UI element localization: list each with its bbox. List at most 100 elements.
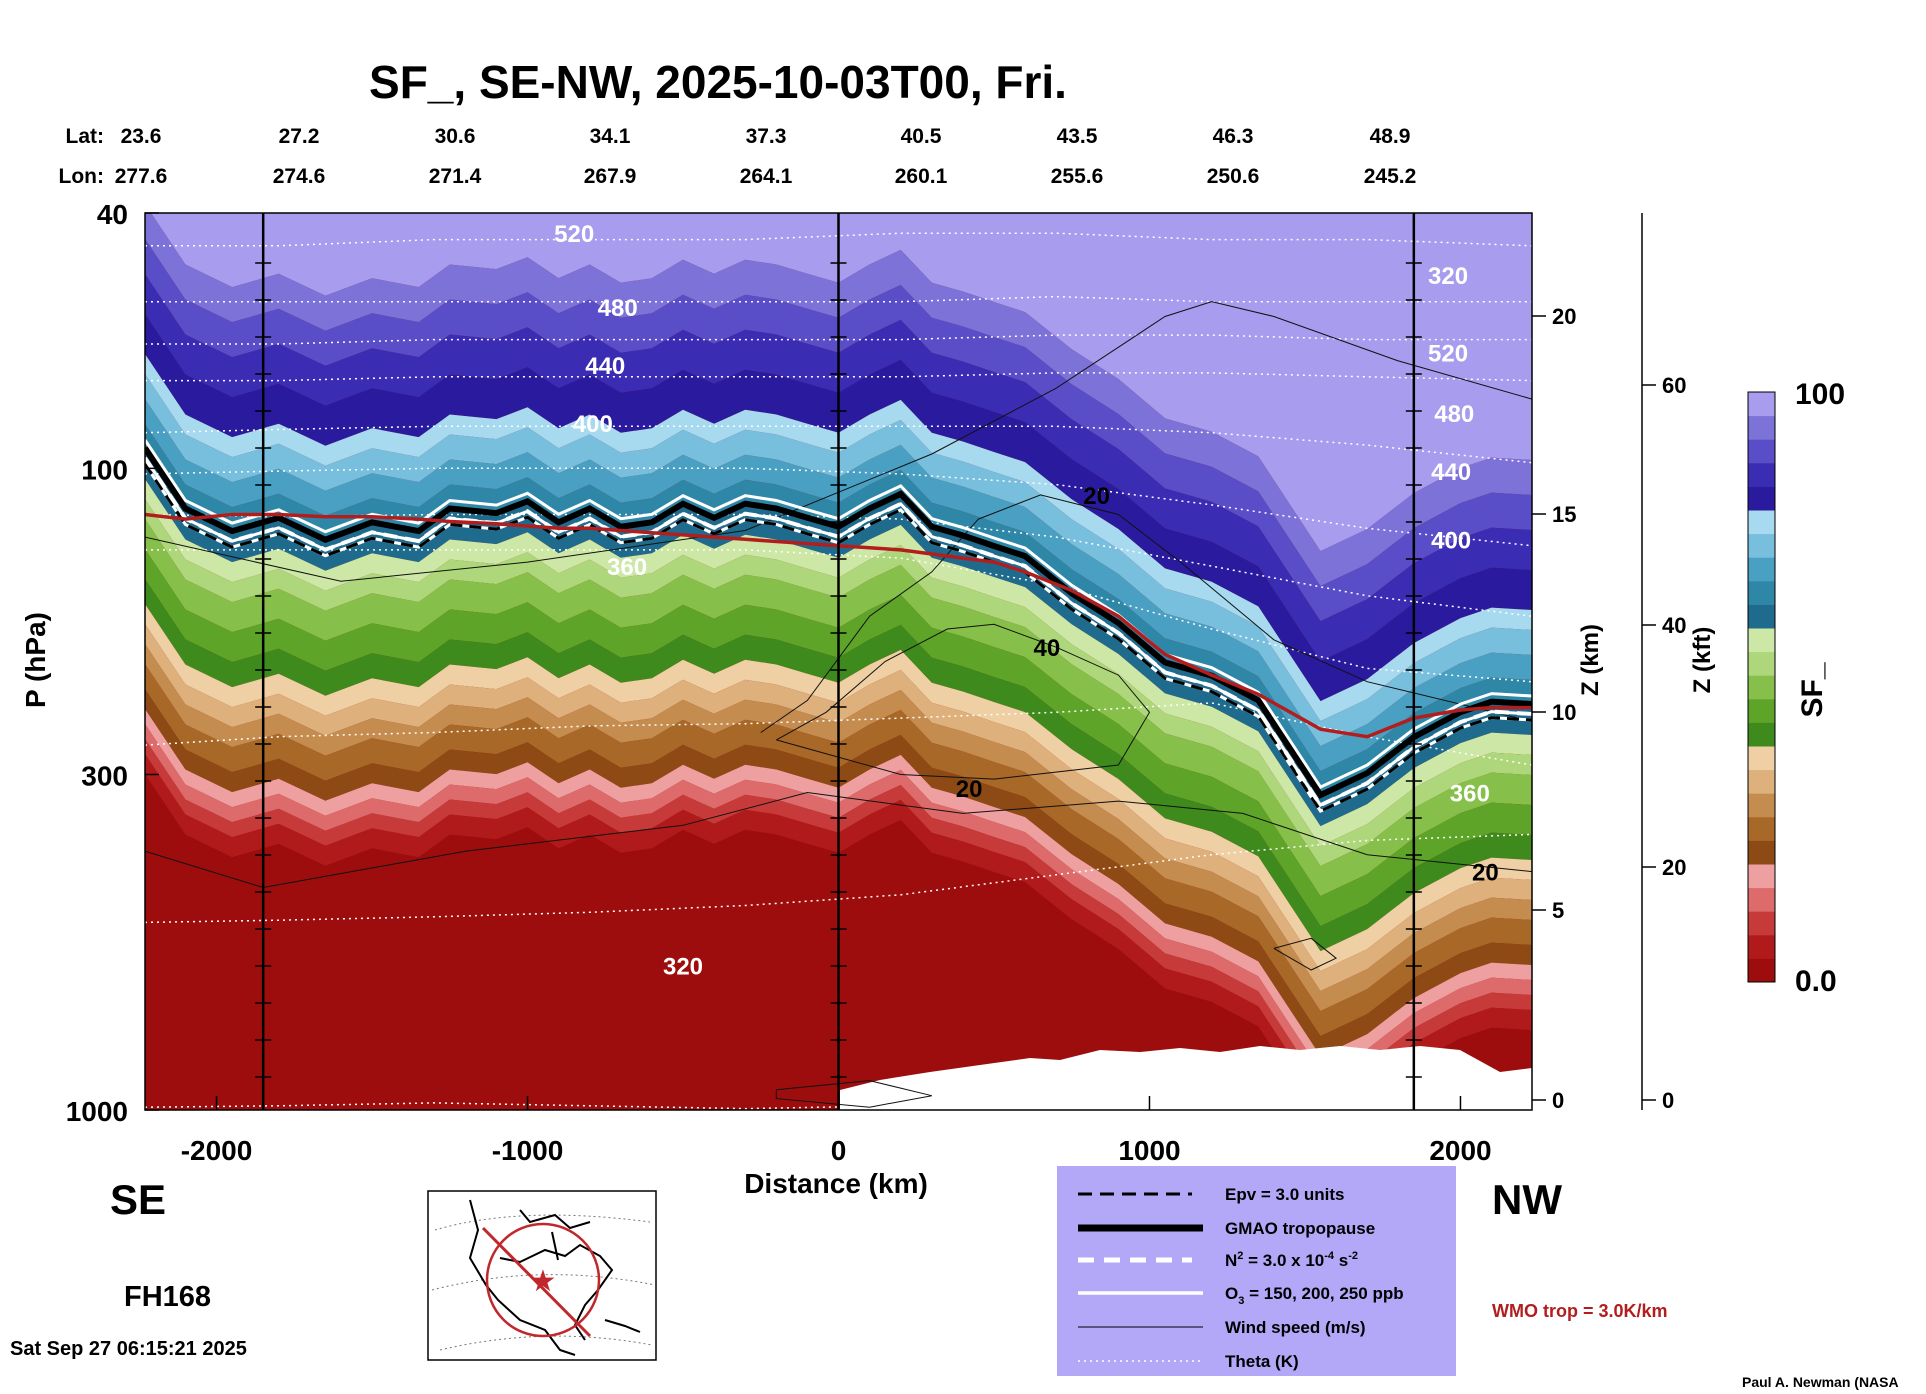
colorbar-max-label: 100 [1795, 378, 1845, 411]
x-axis-label: Distance (km) [744, 1168, 928, 1199]
lat-value: 30.6 [435, 125, 476, 148]
colorbar-swatch [1748, 911, 1775, 936]
lon-value: 245.2 [1364, 165, 1417, 188]
theta-label: 440 [585, 353, 625, 380]
z-tick-label: 5 [1552, 898, 1564, 923]
colorbar-swatch [1748, 769, 1775, 794]
legend-epv-label: Epv = 3.0 units [1225, 1185, 1345, 1204]
x-axis: -2000 -1000 0 1000 2000 [181, 1096, 1492, 1166]
z-tick-label: 20 [1552, 304, 1576, 329]
inset-latitude-line [434, 1214, 651, 1231]
colorbar-swatch [1748, 557, 1775, 582]
z-tick-label: 10 [1552, 700, 1576, 725]
inset-map: ★ [427, 1190, 657, 1361]
p-tick-label: 300 [81, 760, 128, 791]
colorbar-swatch [1748, 462, 1775, 487]
theta-label: 400 [1431, 527, 1471, 554]
lon-header-label: Lon: [59, 165, 104, 188]
forecast-hour-label: FH168 [124, 1281, 211, 1313]
lon-value: 250.6 [1207, 165, 1260, 188]
lat-value: 37.3 [746, 125, 787, 148]
colorbar-min-label: 0.0 [1795, 965, 1837, 998]
z-kft-axis-label: Z (kft) [1689, 627, 1716, 694]
below-ground-region [840, 1046, 1532, 1110]
colorbar-swatch [1748, 510, 1775, 535]
theta-contour [145, 372, 1532, 382]
x-tick-label: 2000 [1429, 1135, 1491, 1166]
colorbar-label: SF_ [1796, 662, 1829, 717]
wind-contour [145, 791, 1532, 889]
inset-range-circle [485, 1222, 601, 1338]
wind-label: 20 [1083, 483, 1110, 510]
colorbar-swatch [1748, 698, 1775, 723]
z-tick-label: 0 [1552, 1088, 1564, 1113]
wind-label: 20 [956, 776, 983, 803]
tropopause-lines [145, 446, 1532, 814]
kft-tick-label: 20 [1662, 855, 1686, 880]
x-tick-label: 0 [831, 1135, 847, 1166]
y-axis-label: P (hPa) [20, 612, 51, 708]
colorbar-swatch [1748, 580, 1775, 605]
z-km-axis: 0 5 10 15 20 [1532, 304, 1576, 1113]
theta-contour [145, 549, 1532, 683]
colorbar-swatch [1748, 864, 1775, 889]
lat-value: 34.1 [590, 125, 631, 148]
wind-label: 40 [1034, 635, 1061, 662]
colorbar-swatch [1748, 840, 1775, 865]
theta-label: 320 [1428, 263, 1468, 290]
p-tick-label: 40 [97, 199, 128, 230]
gmao-tropopause-line [145, 446, 1532, 799]
lon-value: 264.1 [740, 165, 793, 188]
wind-contour [776, 623, 1151, 780]
colorbar-swatch [1748, 392, 1775, 417]
colorbar-swatch [1748, 439, 1775, 464]
x-tick-label: -2000 [181, 1135, 253, 1166]
sf-band [145, 239, 1532, 622]
legend-wind-label: Wind speed (m/s) [1225, 1318, 1366, 1337]
wind-labels: 20 40 20 20 [956, 483, 1499, 887]
lon-value: 255.6 [1051, 165, 1104, 188]
sf-band [145, 519, 1532, 897]
lat-value: 43.5 [1057, 125, 1098, 148]
colorbar-swatch [1748, 887, 1775, 912]
wmo-trop-label: WMO trop = 3.0K/km [1492, 1301, 1668, 1321]
wmo-tropopause-line [145, 512, 1532, 739]
colorbar-frame [1747, 391, 1776, 983]
z-km-axis-label: Z (km) [1577, 624, 1604, 696]
legend-theta-label: Theta (K) [1225, 1352, 1299, 1371]
theta-label: 360 [607, 554, 647, 581]
kft-tick-label: 0 [1662, 1088, 1674, 1113]
legend-o3-label: O3 = 150, 200, 250 ppb [1225, 1284, 1404, 1307]
colorbar-swatch [1748, 415, 1775, 440]
wind-contour [760, 494, 1532, 733]
theta-contour [145, 232, 1532, 247]
sf-band [145, 549, 1532, 927]
lon-value: 260.1 [895, 165, 948, 188]
lat-value: 27.2 [279, 125, 320, 148]
legend-gmao-label: GMAO tropopause [1225, 1219, 1375, 1238]
theta-label: 440 [1431, 459, 1471, 486]
theta-contour [145, 1079, 1532, 1110]
theta-contour [145, 702, 1532, 766]
inset-coastline [468, 1199, 641, 1356]
pressure-axis: 40 100 300 1000 [66, 199, 159, 1127]
wind-label: 20 [1472, 860, 1499, 887]
colorbar [1748, 392, 1775, 983]
lat-header-label: Lat: [66, 125, 105, 148]
theta-contours [145, 232, 1532, 1110]
theta-contour [145, 467, 1532, 547]
lat-value: 46.3 [1213, 125, 1254, 148]
colorbar-swatch [1748, 486, 1775, 511]
kft-tick-label: 60 [1662, 373, 1686, 398]
inset-transect-line [481, 1226, 592, 1338]
x-tick-label: -1000 [492, 1135, 564, 1166]
colorbar-swatch [1748, 533, 1775, 558]
colorbar-swatch [1748, 816, 1775, 841]
colorbar-swatch [1748, 793, 1775, 818]
n2-line [145, 456, 1532, 808]
lon-value: 277.6 [115, 165, 168, 188]
lon-value: 271.4 [429, 165, 482, 188]
lat-row: 23.6 27.2 30.6 34.1 37.3 40.5 43.5 46.3 48.9 [121, 125, 1411, 148]
legend: Epv = 3.0 units GMAO tropopause N2 = 3.0… [1057, 1166, 1456, 1376]
lon-value: 267.9 [584, 165, 637, 188]
